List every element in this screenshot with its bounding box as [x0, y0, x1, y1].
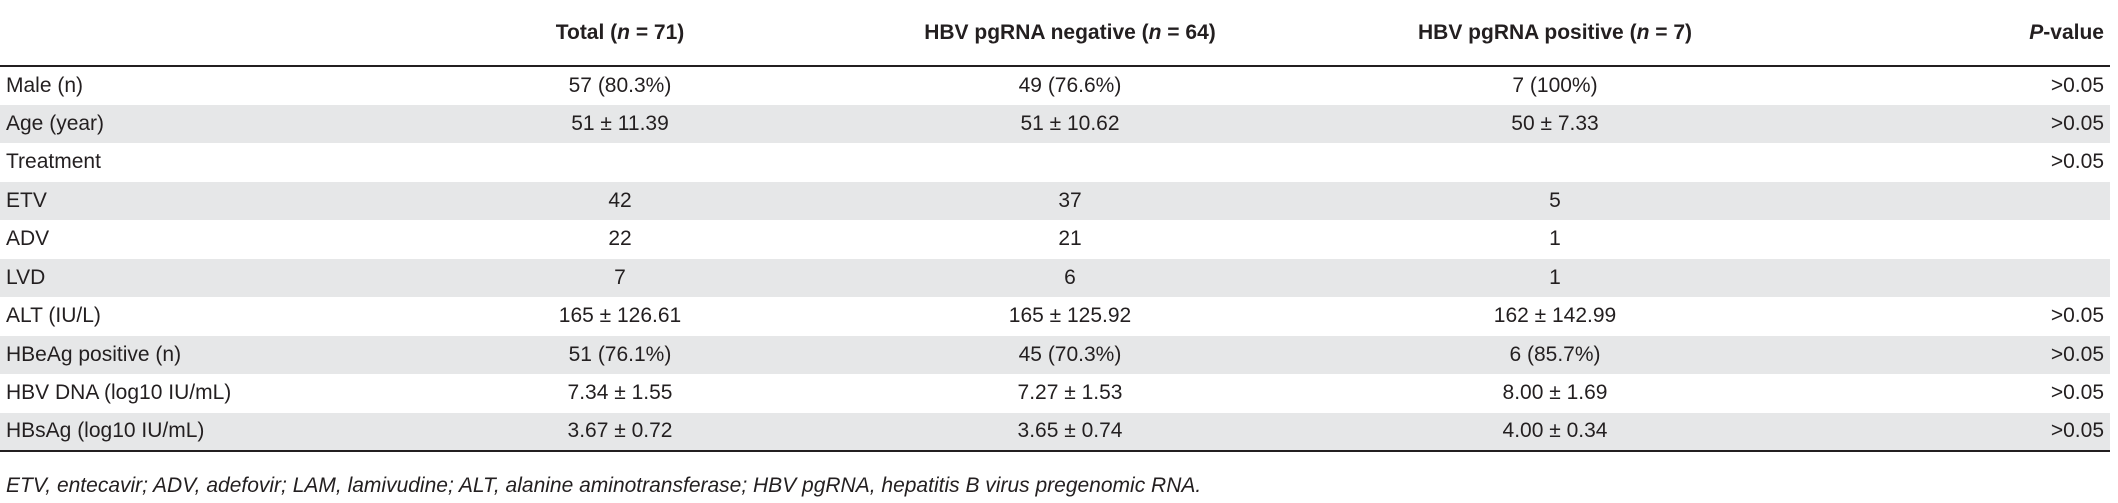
header-total: Total (n = 71) — [420, 0, 820, 67]
table-header: Total (n = 71) HBV pgRNA negative (n = 6… — [0, 0, 2110, 67]
cell-p-value: >0.05 — [1790, 412, 2110, 452]
table-row: ETV 42 37 5 — [0, 181, 2110, 220]
cell-negative — [820, 143, 1320, 182]
header-row: Total (n = 71) HBV pgRNA negative (n = 6… — [0, 0, 2110, 67]
cell-p-value: >0.05 — [1790, 335, 2110, 374]
cell-positive: 1 — [1549, 227, 1561, 251]
header-total-n: n — [617, 20, 630, 44]
header-negative: HBV pgRNA negative (n = 64) — [820, 0, 1320, 67]
row-label: Age (year) — [0, 104, 420, 143]
header-neg-prefix: HBV pgRNA negative ( — [924, 20, 1149, 44]
table-row: HBsAg (log10 IU/mL) 3.67 ± 0.72 3.65 ± 0… — [0, 412, 2110, 452]
row-label: HBV DNA (log10 IU/mL) — [6, 381, 232, 405]
cell-negative: 51 ± 10.62 — [820, 104, 1320, 143]
header-p-value: P-value — [1790, 0, 2110, 67]
table-row: ALT (IU/L) 165 ± 126.61 165 ± 125.92 162… — [0, 297, 2110, 336]
table-row: HBeAg positive (n) 51 (76.1%) 45 (70.3%)… — [0, 335, 2110, 374]
cell-total: 57 (80.3%) — [568, 73, 672, 97]
cell-p-value: >0.05 — [2050, 381, 2104, 405]
cell-negative: 45 (70.3%) — [820, 335, 1320, 374]
cell-negative: 7.27 ± 1.53 — [1017, 381, 1123, 405]
row-label: HBsAg (log10 IU/mL) — [0, 412, 420, 452]
cell-total: 3.67 ± 0.72 — [420, 412, 820, 452]
cell-total: 42 — [420, 181, 820, 220]
cell-p-value: >0.05 — [1790, 104, 2110, 143]
header-neg-n: n — [1148, 20, 1162, 44]
header-neg-suffix: = 64) — [1161, 20, 1216, 44]
row-label: ETV — [0, 181, 420, 220]
cell-total: 51 (76.1%) — [420, 335, 820, 374]
cell-p-value — [1790, 181, 2110, 220]
row-label: ALT (IU/L) — [6, 304, 101, 328]
cell-p-value: >0.05 — [2050, 73, 2104, 97]
cell-total: 51 ± 11.39 — [420, 104, 820, 143]
cell-positive: 7 (100%) — [1512, 73, 1598, 97]
header-total-suffix: = 71) — [629, 20, 685, 44]
cell-negative: 3.65 ± 0.74 — [820, 412, 1320, 452]
table-row: Age (year) 51 ± 11.39 51 ± 10.62 50 ± 7.… — [0, 104, 2110, 143]
header-positive: HBV pgRNA positive (n = 7) — [1320, 0, 1790, 67]
cell-total: 165 ± 126.61 — [558, 304, 682, 328]
header-pos-n: n — [1636, 20, 1650, 44]
cell-negative: 6 — [820, 258, 1320, 297]
cell-total — [420, 143, 820, 182]
cell-total: 22 — [608, 227, 632, 251]
cell-positive: 50 ± 7.33 — [1320, 104, 1790, 143]
header-pos-prefix: HBV pgRNA positive ( — [1418, 20, 1637, 44]
cell-positive: 1 — [1320, 258, 1790, 297]
cell-p-value: >0.05 — [2050, 304, 2104, 328]
header-p-italic: P — [2029, 20, 2044, 44]
cell-positive: 5 — [1320, 181, 1790, 220]
table-row: LVD 7 6 1 — [0, 258, 2110, 297]
cell-positive: 6 (85.7%) — [1320, 335, 1790, 374]
row-label: Male (n) — [6, 73, 84, 97]
table-row: HBV DNA (log10 IU/mL) 7.34 ± 1.55 7.27 ±… — [0, 374, 2110, 413]
header-p-suffix: -value — [2043, 20, 2104, 44]
table-body: Male (n) 57 (80.3%) 49 (76.6%) 7 (100%) … — [0, 66, 2110, 452]
cell-negative: 37 — [820, 181, 1320, 220]
cell-p-value: >0.05 — [2050, 150, 2104, 174]
cell-total: 7 — [420, 258, 820, 297]
cell-positive: 4.00 ± 0.34 — [1320, 412, 1790, 452]
cell-total: 7.34 ± 1.55 — [567, 381, 673, 405]
cell-negative: 49 (76.6%) — [1018, 73, 1122, 97]
table-container: Total (n = 71) HBV pgRNA negative (n = 6… — [0, 0, 2110, 452]
row-label: ADV — [6, 227, 50, 251]
cell-positive: 162 ± 142.99 — [1493, 304, 1617, 328]
header-label — [0, 0, 420, 67]
header-total-prefix: Total ( — [555, 20, 618, 44]
table-row: Male (n) 57 (80.3%) 49 (76.6%) 7 (100%) … — [0, 66, 2110, 105]
cell-positive: 8.00 ± 1.69 — [1502, 381, 1608, 405]
cell-positive — [1320, 143, 1790, 182]
patient-characteristics-table: Total (n = 71) HBV pgRNA negative (n = 6… — [0, 0, 2110, 452]
header-pos-suffix: = 7) — [1649, 20, 1692, 44]
cell-p-value — [1790, 258, 2110, 297]
table-footnote: ETV, entecavir; ADV, adefovir; LAM, lami… — [6, 474, 1202, 497]
cell-p-value — [1790, 220, 2110, 259]
row-label: HBeAg positive (n) — [0, 335, 420, 374]
cell-negative: 165 ± 125.92 — [1008, 304, 1132, 328]
cell-negative: 21 — [1058, 227, 1082, 251]
row-label: LVD — [0, 258, 420, 297]
row-label: Treatment — [6, 150, 101, 174]
table-row: Treatment >0.05 — [0, 143, 2110, 182]
table-row: ADV 22 21 1 — [0, 220, 2110, 259]
